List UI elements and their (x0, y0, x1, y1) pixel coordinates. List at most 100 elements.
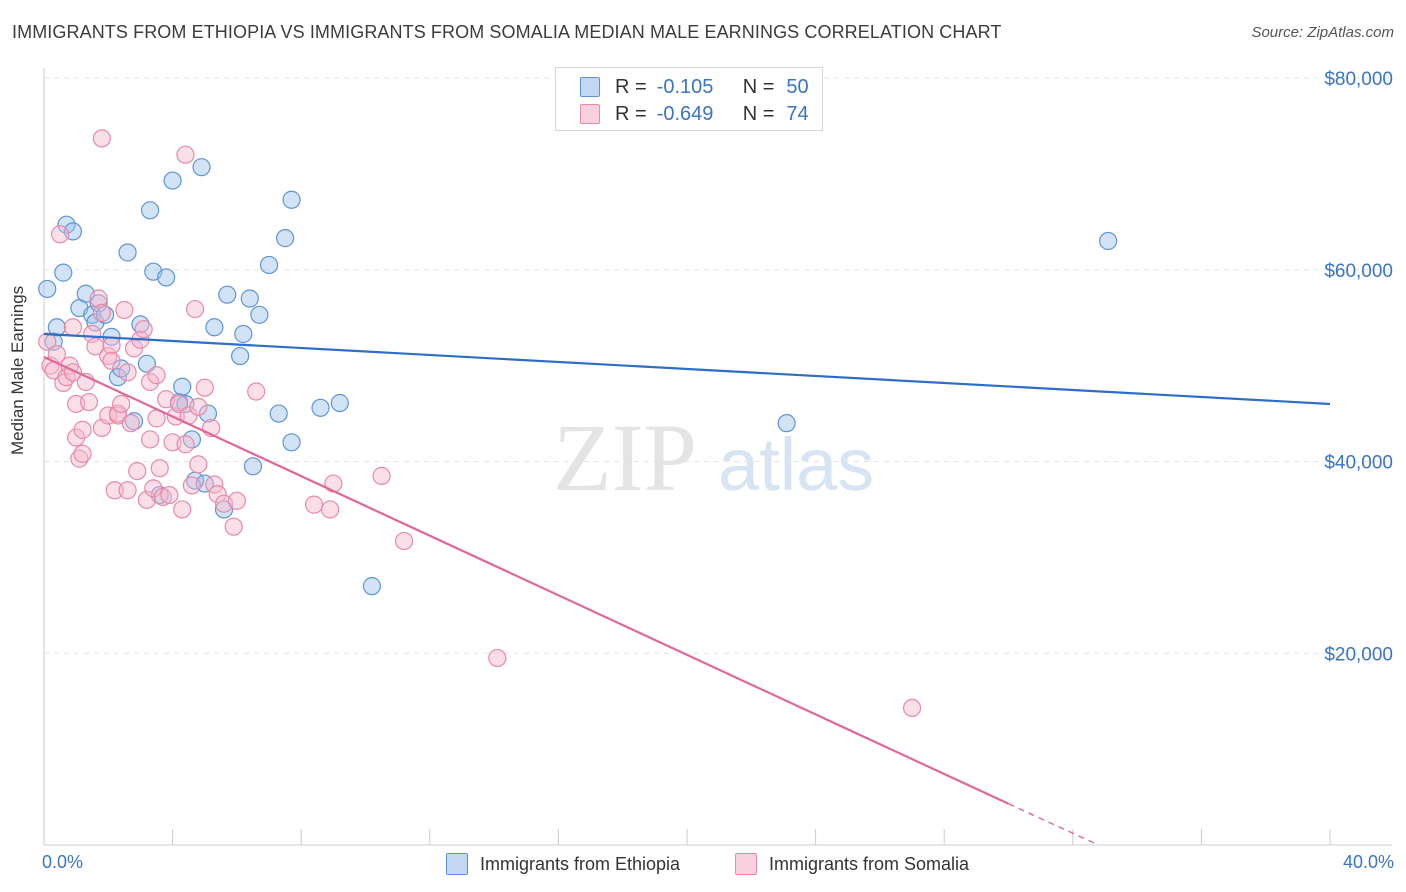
point-ethiopia (54, 263, 73, 282)
point-somalia (247, 382, 266, 401)
point-somalia (189, 455, 208, 474)
r-value: -0.105 (656, 75, 714, 98)
point-ethiopia (282, 190, 301, 209)
point-ethiopia (276, 229, 295, 248)
point-somalia (140, 430, 160, 449)
point-ethiopia (157, 268, 176, 287)
point-somalia (50, 225, 70, 244)
point-ethiopia (282, 433, 301, 452)
legend-swatch-somalia (735, 853, 757, 875)
point-somalia (173, 500, 192, 519)
chart-title: IMMIGRANTS FROM ETHIOPIA VS IMMIGRANTS F… (12, 22, 1002, 42)
point-ethiopia (243, 457, 263, 476)
point-somalia (321, 500, 340, 519)
trend-line-somalia (43, 355, 1009, 805)
point-somalia (99, 346, 118, 366)
point-somalia (176, 435, 195, 454)
somalia-swatch (580, 104, 600, 124)
trend-line-ethiopia (43, 332, 1331, 406)
legend-swatch-ethiopia (446, 853, 468, 875)
point-somalia (176, 145, 195, 164)
point-somalia (182, 476, 201, 495)
r-label: R = (615, 102, 647, 125)
point-somalia (205, 475, 224, 494)
trend-line-dashed-somalia (1008, 803, 1099, 846)
point-ethiopia (269, 404, 288, 423)
point-somalia (108, 404, 128, 423)
point-ethiopia (362, 577, 382, 596)
point-somalia (92, 303, 111, 322)
legend-label-somalia: Immigrants from Somalia (769, 853, 970, 874)
y-tick-label: $80,000 (1324, 69, 1393, 90)
point-ethiopia (198, 404, 218, 423)
point-ethiopia (173, 377, 192, 396)
watermark-atlas: atlas (718, 423, 874, 506)
point-somalia (902, 698, 922, 717)
point-ethiopia (89, 294, 108, 313)
watermark-zip: ZIP (553, 404, 697, 511)
point-somalia (115, 300, 134, 320)
point-somalia (121, 414, 140, 433)
point-somalia (147, 366, 166, 385)
point-ethiopia (214, 500, 234, 519)
point-somalia (86, 337, 105, 356)
point-somalia (92, 129, 111, 148)
y-tick-label: $60,000 (1324, 261, 1393, 282)
point-somalia (89, 289, 108, 308)
point-somalia (227, 491, 246, 510)
point-ethiopia (124, 412, 144, 431)
point-ethiopia (330, 393, 349, 413)
stats-legend-row-somalia: R = -0.649 N = 74 (580, 101, 809, 127)
point-ethiopia (140, 201, 160, 220)
point-somalia (79, 392, 99, 412)
point-somalia (195, 378, 214, 397)
x-tick-max: 40.0% (1342, 852, 1394, 872)
point-somalia (324, 474, 343, 493)
point-somalia (102, 336, 121, 355)
point-somalia (394, 531, 414, 551)
point-somalia (153, 487, 173, 507)
point-somalia (73, 420, 92, 439)
y-tick-label: $40,000 (1324, 453, 1393, 474)
legend-label-ethiopia: Immigrants from Ethiopia (480, 853, 681, 874)
n-label: N = (742, 102, 775, 125)
point-somalia (150, 459, 169, 478)
n-label: N = (742, 75, 775, 98)
point-ethiopia (38, 279, 57, 299)
r-value: -0.649 (656, 102, 714, 125)
point-somalia (304, 495, 324, 514)
point-somalia (186, 299, 205, 319)
point-ethiopia (86, 313, 105, 332)
point-ethiopia (47, 318, 66, 337)
point-ethiopia (240, 289, 259, 308)
legend-item-ethiopia: Immigrants from Ethiopia (446, 852, 680, 876)
point-somalia (224, 517, 243, 536)
point-ethiopia (231, 346, 250, 366)
point-ethiopia (1099, 231, 1118, 251)
point-ethiopia (57, 215, 76, 234)
point-ethiopia (234, 324, 253, 344)
point-somalia (118, 481, 137, 500)
stats-legend-row-ethiopia: R = -0.105 N = 50 (580, 74, 809, 100)
point-ethiopia (118, 243, 137, 262)
point-ethiopia (311, 398, 330, 417)
point-somalia (140, 372, 160, 392)
n-value: 50 (786, 75, 809, 98)
legend-item-somalia: Immigrants from Somalia (735, 852, 969, 876)
point-somalia (70, 449, 89, 468)
y-axis-label: Median Male Earnings (8, 285, 27, 455)
point-ethiopia (777, 414, 796, 433)
point-somalia (134, 320, 153, 339)
point-somalia (160, 485, 179, 505)
point-ethiopia (95, 305, 115, 324)
y-tick-label: $20,000 (1324, 644, 1393, 665)
point-somalia (128, 461, 147, 481)
point-somalia (73, 444, 92, 463)
point-ethiopia (192, 158, 211, 177)
point-somalia (105, 481, 124, 500)
point-somalia (208, 484, 227, 504)
point-ethiopia (250, 305, 269, 324)
point-ethiopia (131, 315, 150, 334)
point-somalia (372, 466, 391, 485)
